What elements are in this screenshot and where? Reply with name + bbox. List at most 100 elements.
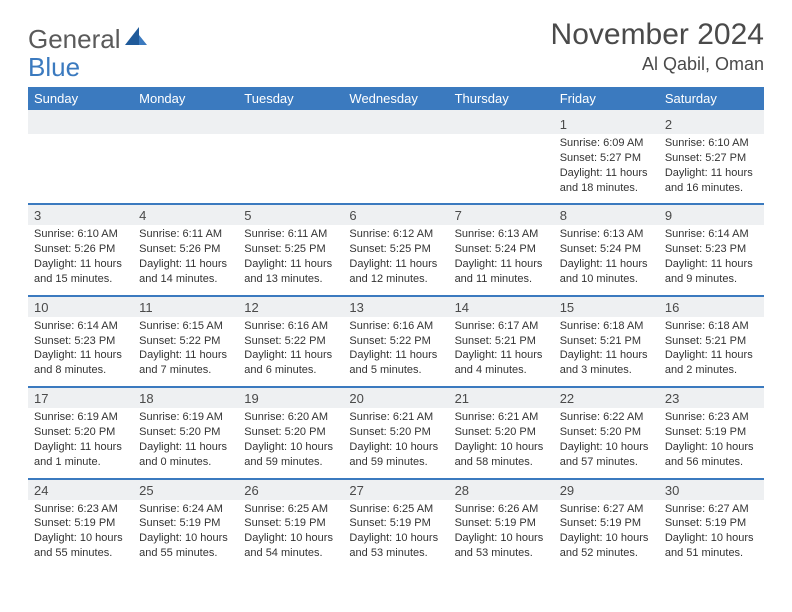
daylight-text-1: Daylight: 10 hours (349, 531, 442, 546)
sunset-text: Sunset: 5:19 PM (665, 425, 758, 440)
day-number-cell: 22 (554, 388, 659, 408)
sunset-text: Sunset: 5:21 PM (455, 334, 548, 349)
daylight-text-1: Daylight: 11 hours (560, 348, 653, 363)
month-title: November 2024 (551, 18, 764, 52)
day-number-cell: 8 (554, 205, 659, 225)
day-body-cell (28, 134, 133, 204)
daylight-text-1: Daylight: 11 hours (560, 166, 653, 181)
daylight-text-1: Daylight: 10 hours (349, 440, 442, 455)
day-header-fri: Friday (554, 87, 659, 110)
sunrise-text: Sunrise: 6:12 AM (349, 227, 442, 242)
sunset-text: Sunset: 5:19 PM (455, 516, 548, 531)
day-body-cell: Sunrise: 6:21 AMSunset: 5:20 PMDaylight:… (343, 408, 448, 478)
day-header-row: Sunday Monday Tuesday Wednesday Thursday… (28, 87, 764, 110)
day-number-cell: 19 (238, 388, 343, 408)
sunset-text: Sunset: 5:19 PM (349, 516, 442, 531)
sunset-text: Sunset: 5:20 PM (244, 425, 337, 440)
sunset-text: Sunset: 5:20 PM (349, 425, 442, 440)
title-block: November 2024 Al Qabil, Oman (551, 18, 764, 75)
day-header-tue: Tuesday (238, 87, 343, 110)
week-body-row: Sunrise: 6:23 AMSunset: 5:19 PMDaylight:… (28, 500, 764, 569)
sunset-text: Sunset: 5:27 PM (665, 151, 758, 166)
day-body-cell: Sunrise: 6:19 AMSunset: 5:20 PMDaylight:… (133, 408, 238, 478)
sunrise-text: Sunrise: 6:13 AM (455, 227, 548, 242)
daylight-text-1: Daylight: 11 hours (139, 440, 232, 455)
week-body-row: Sunrise: 6:19 AMSunset: 5:20 PMDaylight:… (28, 408, 764, 478)
day-body-cell: Sunrise: 6:18 AMSunset: 5:21 PMDaylight:… (554, 317, 659, 387)
sunset-text: Sunset: 5:19 PM (34, 516, 127, 531)
day-header-mon: Monday (133, 87, 238, 110)
day-number-cell: 13 (343, 297, 448, 317)
sunrise-text: Sunrise: 6:24 AM (139, 502, 232, 517)
day-number-cell: 7 (449, 205, 554, 225)
logo-sail-icon (125, 27, 147, 47)
daylight-text-2: and 14 minutes. (139, 272, 232, 287)
sunrise-text: Sunrise: 6:21 AM (349, 410, 442, 425)
daylight-text-2: and 52 minutes. (560, 546, 653, 561)
day-number-cell: 16 (659, 297, 764, 317)
daylight-text-1: Daylight: 11 hours (34, 440, 127, 455)
sunset-text: Sunset: 5:22 PM (349, 334, 442, 349)
day-number-cell: 3 (28, 205, 133, 225)
week-number-row: 24252627282930 (28, 480, 764, 500)
daylight-text-2: and 59 minutes. (349, 455, 442, 470)
sunrise-text: Sunrise: 6:22 AM (560, 410, 653, 425)
daylight-text-2: and 7 minutes. (139, 363, 232, 378)
sunset-text: Sunset: 5:22 PM (139, 334, 232, 349)
week-number-row: 10111213141516 (28, 297, 764, 317)
daylight-text-1: Daylight: 11 hours (560, 257, 653, 272)
day-body-cell: Sunrise: 6:27 AMSunset: 5:19 PMDaylight:… (554, 500, 659, 569)
day-body-cell: Sunrise: 6:22 AMSunset: 5:20 PMDaylight:… (554, 408, 659, 478)
week-number-row: 12 (28, 114, 764, 134)
day-number-cell: 25 (133, 480, 238, 500)
sunrise-text: Sunrise: 6:25 AM (349, 502, 442, 517)
sunset-text: Sunset: 5:26 PM (34, 242, 127, 257)
sunset-text: Sunset: 5:21 PM (560, 334, 653, 349)
sunrise-text: Sunrise: 6:21 AM (455, 410, 548, 425)
daylight-text-1: Daylight: 11 hours (349, 348, 442, 363)
day-body-cell: Sunrise: 6:20 AMSunset: 5:20 PMDaylight:… (238, 408, 343, 478)
daylight-text-2: and 12 minutes. (349, 272, 442, 287)
day-number-cell: 28 (449, 480, 554, 500)
day-number-cell (343, 114, 448, 134)
day-number-cell: 1 (554, 114, 659, 134)
logo-text-blue: Blue (28, 52, 80, 83)
sunrise-text: Sunrise: 6:11 AM (244, 227, 337, 242)
daylight-text-2: and 11 minutes. (455, 272, 548, 287)
sunrise-text: Sunrise: 6:14 AM (665, 227, 758, 242)
day-header-wed: Wednesday (343, 87, 448, 110)
day-body-cell: Sunrise: 6:15 AMSunset: 5:22 PMDaylight:… (133, 317, 238, 387)
sunrise-text: Sunrise: 6:18 AM (665, 319, 758, 334)
day-body-cell: Sunrise: 6:19 AMSunset: 5:20 PMDaylight:… (28, 408, 133, 478)
daylight-text-2: and 13 minutes. (244, 272, 337, 287)
sunrise-text: Sunrise: 6:10 AM (665, 136, 758, 151)
day-body-cell: Sunrise: 6:16 AMSunset: 5:22 PMDaylight:… (238, 317, 343, 387)
calendar-table: Sunday Monday Tuesday Wednesday Thursday… (28, 87, 764, 569)
day-body-cell: Sunrise: 6:11 AMSunset: 5:26 PMDaylight:… (133, 225, 238, 295)
sunset-text: Sunset: 5:25 PM (349, 242, 442, 257)
daylight-text-2: and 51 minutes. (665, 546, 758, 561)
day-body-cell: Sunrise: 6:14 AMSunset: 5:23 PMDaylight:… (28, 317, 133, 387)
daylight-text-2: and 54 minutes. (244, 546, 337, 561)
sunset-text: Sunset: 5:24 PM (455, 242, 548, 257)
day-body-cell: Sunrise: 6:13 AMSunset: 5:24 PMDaylight:… (554, 225, 659, 295)
day-header-thu: Thursday (449, 87, 554, 110)
day-body-cell: Sunrise: 6:24 AMSunset: 5:19 PMDaylight:… (133, 500, 238, 569)
daylight-text-2: and 16 minutes. (665, 181, 758, 196)
daylight-text-1: Daylight: 10 hours (244, 531, 337, 546)
day-body-cell: Sunrise: 6:27 AMSunset: 5:19 PMDaylight:… (659, 500, 764, 569)
daylight-text-2: and 8 minutes. (34, 363, 127, 378)
daylight-text-2: and 10 minutes. (560, 272, 653, 287)
sunrise-text: Sunrise: 6:27 AM (560, 502, 653, 517)
day-body-cell (343, 134, 448, 204)
sunset-text: Sunset: 5:19 PM (139, 516, 232, 531)
day-number-cell: 11 (133, 297, 238, 317)
sunrise-text: Sunrise: 6:16 AM (244, 319, 337, 334)
daylight-text-1: Daylight: 11 hours (349, 257, 442, 272)
daylight-text-1: Daylight: 11 hours (665, 257, 758, 272)
day-body-cell (238, 134, 343, 204)
daylight-text-1: Daylight: 11 hours (139, 257, 232, 272)
day-body-cell: Sunrise: 6:23 AMSunset: 5:19 PMDaylight:… (28, 500, 133, 569)
daylight-text-1: Daylight: 11 hours (455, 257, 548, 272)
week-number-row: 17181920212223 (28, 388, 764, 408)
